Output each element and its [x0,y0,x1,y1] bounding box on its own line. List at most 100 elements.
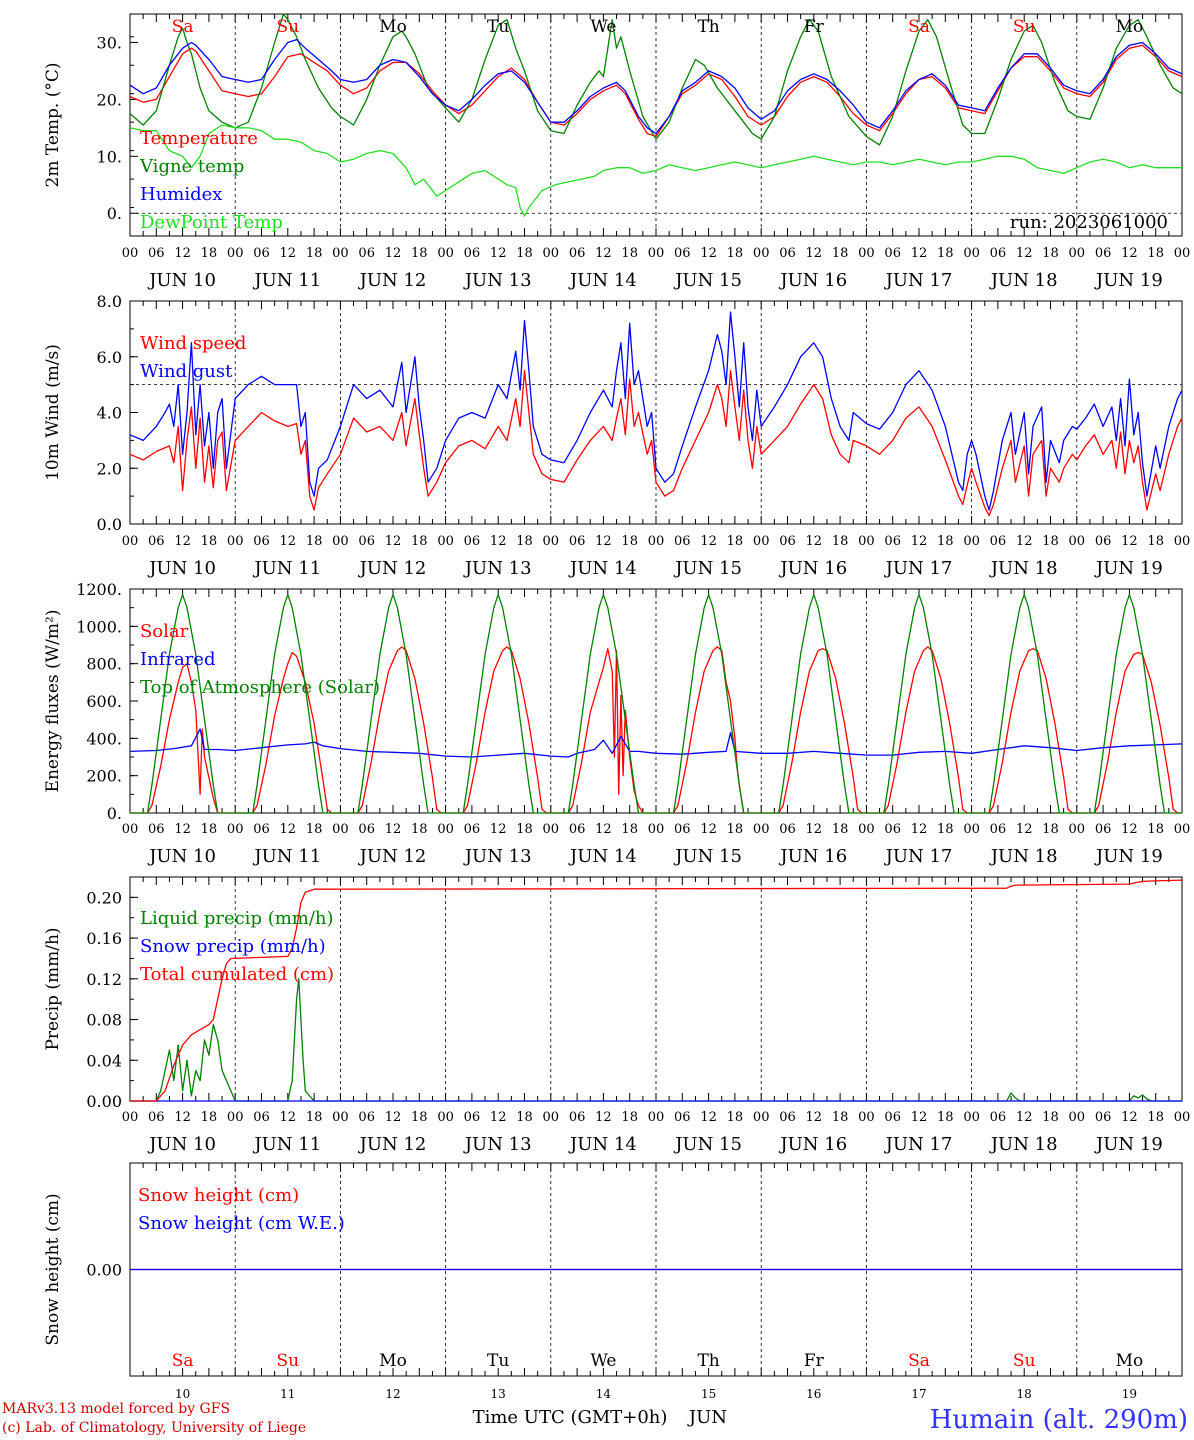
hour-tick-label: 12 [174,246,191,261]
hour-tick-label: 00 [122,534,139,549]
hour-tick-label: 18 [1147,534,1164,549]
hour-tick-label: 06 [779,246,796,261]
hour-tick-label: 18 [516,1110,533,1125]
day-label: JUN 19 [1094,1134,1163,1155]
legend-entry-snow_we: Snow height (cm W.E.) [138,1213,345,1234]
day-label: JUN 16 [778,846,847,867]
hour-tick-label: 18 [411,1110,428,1125]
hour-tick-label: 18 [411,534,428,549]
hour-tick-label: 06 [1095,246,1112,261]
station-label: Humain (alt. 290m) [930,1405,1188,1435]
hour-tick-label: 18 [516,246,533,261]
day-label: JUN 12 [358,558,427,579]
plot-frame [129,588,1183,814]
hour-tick-label: 18 [727,246,744,261]
hour-tick-label: 06 [779,1110,796,1125]
hour-tick-label: 12 [911,246,928,261]
series-line-wind [129,370,1183,517]
hour-tick-label: 12 [490,1110,507,1125]
hour-tick-label: 06 [569,1110,586,1125]
y-tick-label: 4.0 [97,404,122,423]
series-line-infrared [129,728,1183,758]
hour-tick-label: 00 [648,1110,665,1125]
day-label: JUN 18 [989,1134,1058,1155]
hour-tick-label: 00 [858,534,875,549]
hour-tick-label: 18 [937,1110,954,1125]
weekday-label: Mo [1116,17,1144,37]
day-label: JUN 10 [147,1134,216,1155]
day-label: JUN 17 [884,558,953,579]
hour-tick-label: 06 [674,822,691,837]
hour-tick-label: 00 [963,534,980,549]
legend-entry-snow_precip: Snow precip (mm/h) [140,936,326,957]
hour-tick-label: 12 [1121,246,1138,261]
hour-tick-label: 12 [280,822,297,837]
hour-tick-label: 06 [569,246,586,261]
hour-tick-label: 00 [437,822,454,837]
hour-tick-label: 12 [700,246,717,261]
weekday-label: Su [1013,17,1036,37]
y-tick-label: 0.16 [86,929,122,948]
y-tick-label: 800. [86,655,122,674]
day-label: JUN 13 [463,1134,532,1155]
hour-tick-label: 18 [306,246,323,261]
legend-entry-cumulated: Total cumulated (cm) [140,964,334,985]
hour-tick-label: 00 [437,534,454,549]
y-tick-label: 6.0 [97,348,122,367]
day-label: JUN 14 [568,1134,637,1155]
day-number-label: 18 [1017,1387,1032,1401]
hour-tick-label: 12 [174,822,191,837]
weekday-label: Fr [804,1351,825,1371]
hour-tick-label: 00 [1174,246,1191,261]
hour-tick-label: 18 [937,534,954,549]
run-annotation: run: 2023061000 [1010,212,1168,233]
hour-tick-label: 06 [253,246,270,261]
hour-tick-label: 00 [858,822,875,837]
day-number-label: 15 [701,1387,716,1401]
y-tick-label: 8.0 [97,292,122,311]
hour-tick-label: 18 [727,534,744,549]
day-number-label: 12 [385,1387,400,1401]
y-axis-label: Energy fluxes (W/m²) [43,610,63,793]
legend-entry-toa: Top of Atmosphere (Solar) [140,677,380,698]
day-label: JUN 13 [463,558,532,579]
legend-entry-vigne: Vigne temp [139,156,244,177]
hour-tick-label: 06 [884,1110,901,1125]
day-label: JUN 19 [1094,270,1163,291]
hour-tick-label: 12 [385,534,402,549]
weekday-label: Sa [908,17,930,37]
day-label: JUN 17 [884,270,953,291]
hour-tick-label: 18 [516,822,533,837]
hour-tick-label: 00 [543,822,560,837]
day-label: JUN 16 [778,1134,847,1155]
hour-tick-label: 18 [832,822,849,837]
credit-line-1: MARv3.13 model forced by GFS [2,1401,231,1417]
weekday-label: Su [276,17,299,37]
y-tick-label: 1200. [76,580,122,599]
legend-entry-snow_cm: Snow height (cm) [138,1185,299,1206]
legend-entry-wind: Wind speed [140,333,246,354]
hour-tick-label: 12 [174,1110,191,1125]
y-tick-label: 0.0 [97,515,122,534]
day-label: JUN 11 [252,558,321,579]
day-number-label: 19 [1122,1387,1137,1401]
y-tick-label: 0.08 [86,1011,122,1030]
hour-tick-label: 00 [963,246,980,261]
y-tick-label: 30. [97,33,122,52]
legend-entry-temperature: Temperature [140,128,258,149]
hour-tick-label: 00 [1174,822,1191,837]
hour-tick-label: 06 [148,246,165,261]
hour-tick-label: 06 [253,1110,270,1125]
hour-tick-label: 18 [201,1110,218,1125]
hour-tick-label: 06 [674,246,691,261]
day-label: JUN 19 [1094,846,1163,867]
hour-tick-label: 00 [753,534,770,549]
day-label: JUN 15 [673,846,742,867]
day-label: JUN 18 [989,558,1058,579]
hour-tick-label: 06 [990,246,1007,261]
y-tick-label: 0.00 [86,1092,122,1111]
hour-tick-label: 12 [1121,534,1138,549]
day-number-label: 11 [280,1387,295,1401]
y-tick-label: 0.20 [86,888,122,907]
hour-tick-label: 06 [358,822,375,837]
